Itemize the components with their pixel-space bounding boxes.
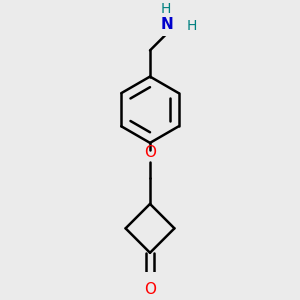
Text: H: H bbox=[160, 2, 171, 16]
Text: H: H bbox=[187, 19, 197, 33]
Text: N: N bbox=[161, 17, 174, 32]
Text: O: O bbox=[144, 145, 156, 160]
Text: O: O bbox=[144, 282, 156, 297]
